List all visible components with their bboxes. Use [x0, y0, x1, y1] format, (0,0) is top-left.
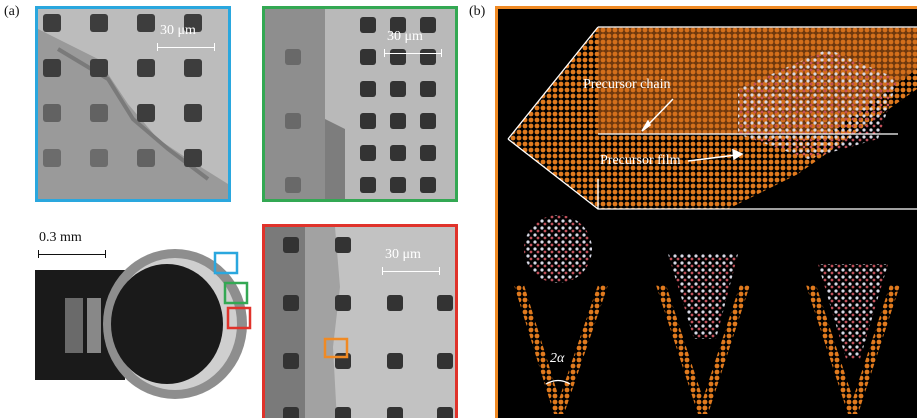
scale-bar-droplet [38, 250, 106, 258]
micrograph-red-panel: 30 μm [262, 224, 458, 418]
scale-label-droplet: 0.3 mm [39, 230, 82, 245]
droplet-panel: 0.3 mm [35, 228, 255, 418]
angle-label: 2α [550, 351, 565, 366]
micrograph-blue-panel: 30 μm [35, 6, 231, 202]
precursor-film-label: Precursor film [600, 153, 681, 168]
micrograph-blue-image [38, 9, 228, 199]
scale-bar-green [384, 49, 442, 57]
scale-bar-blue [157, 43, 215, 51]
micrograph-red-image [265, 227, 455, 418]
panel-a-label: (a) [4, 4, 20, 19]
precursor-chain-label: Precursor chain [583, 77, 671, 92]
scale-label-blue: 30 μm [160, 23, 196, 38]
micrograph-green-image [265, 9, 455, 199]
scale-label-green: 30 μm [387, 29, 423, 44]
droplet-image [35, 249, 252, 399]
simulation-image [507, 26, 917, 414]
micrograph-green-panel: 30 μm [262, 6, 458, 202]
simulation-panel: Precursor chain Precursor film 2α [495, 6, 917, 418]
scale-bar-red [382, 267, 440, 275]
panel-b-label: (b) [469, 4, 486, 19]
scale-label-red: 30 μm [385, 247, 421, 262]
